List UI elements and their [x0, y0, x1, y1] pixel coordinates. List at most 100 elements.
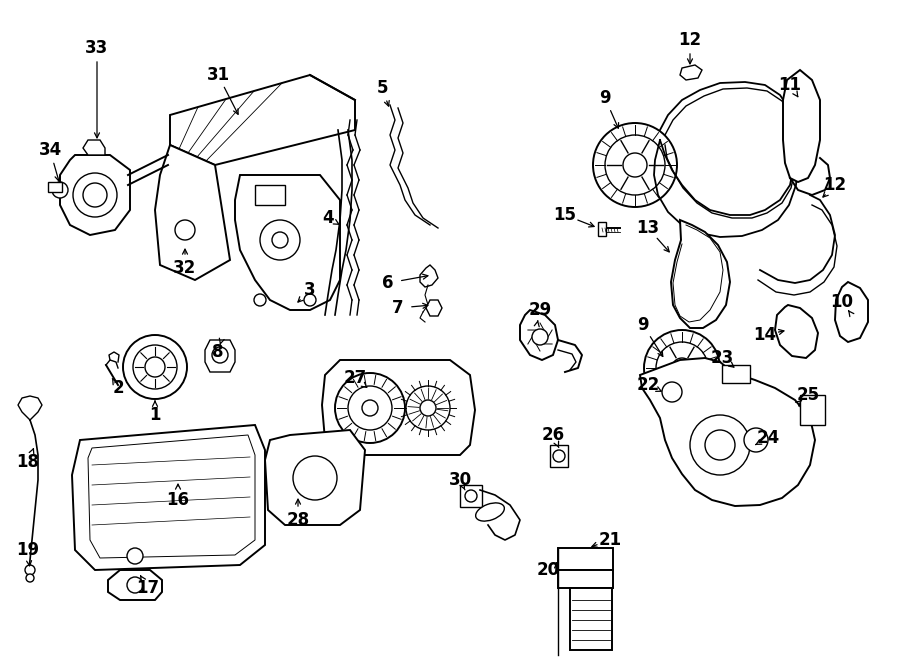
Text: 13: 13	[636, 219, 660, 237]
Circle shape	[212, 347, 228, 363]
Bar	[570, 588, 612, 650]
Polygon shape	[835, 282, 868, 342]
Polygon shape	[235, 175, 340, 310]
Text: 17: 17	[137, 579, 159, 597]
Circle shape	[260, 220, 300, 260]
Ellipse shape	[475, 503, 504, 521]
Text: 1: 1	[149, 406, 161, 424]
Circle shape	[26, 574, 34, 582]
Circle shape	[656, 342, 708, 394]
Bar	[558, 548, 613, 570]
Circle shape	[25, 565, 35, 575]
Text: 6: 6	[382, 274, 394, 292]
Text: 29: 29	[528, 301, 552, 319]
Text: 25: 25	[796, 386, 820, 404]
Bar	[255, 185, 285, 205]
Circle shape	[175, 220, 195, 240]
Polygon shape	[72, 425, 265, 570]
Polygon shape	[680, 65, 702, 80]
Bar	[550, 445, 568, 467]
Text: 21: 21	[598, 531, 622, 549]
Circle shape	[73, 173, 117, 217]
Polygon shape	[640, 358, 815, 506]
Circle shape	[705, 430, 735, 460]
Polygon shape	[420, 265, 438, 287]
Text: 8: 8	[212, 343, 224, 361]
Text: 18: 18	[16, 453, 40, 471]
Circle shape	[672, 358, 692, 378]
Circle shape	[335, 373, 405, 443]
Circle shape	[593, 123, 677, 207]
Circle shape	[272, 232, 288, 248]
Polygon shape	[671, 220, 730, 328]
Polygon shape	[520, 310, 558, 360]
Text: 22: 22	[636, 376, 660, 394]
Polygon shape	[775, 305, 818, 358]
Text: 4: 4	[322, 209, 334, 227]
Text: 15: 15	[554, 206, 577, 224]
Circle shape	[362, 400, 378, 416]
Text: 14: 14	[753, 326, 777, 344]
Circle shape	[127, 548, 143, 564]
Circle shape	[465, 490, 477, 502]
Polygon shape	[322, 360, 475, 455]
Text: 11: 11	[778, 76, 802, 94]
Circle shape	[133, 345, 177, 389]
Polygon shape	[170, 75, 355, 165]
Circle shape	[420, 400, 436, 416]
Bar	[800, 395, 825, 425]
Text: 20: 20	[536, 561, 560, 579]
Text: 12: 12	[679, 31, 702, 49]
Circle shape	[532, 329, 548, 345]
Circle shape	[348, 386, 392, 430]
Text: 9: 9	[637, 316, 649, 334]
Text: 12: 12	[824, 176, 847, 194]
Polygon shape	[205, 340, 235, 372]
Text: 30: 30	[448, 471, 472, 489]
Circle shape	[127, 577, 143, 593]
Circle shape	[304, 294, 316, 306]
Circle shape	[623, 153, 647, 177]
Text: 28: 28	[286, 511, 310, 529]
Text: 7: 7	[392, 299, 404, 317]
Polygon shape	[83, 140, 105, 155]
Bar	[722, 365, 750, 383]
Polygon shape	[60, 155, 130, 235]
Circle shape	[254, 294, 266, 306]
Polygon shape	[265, 430, 365, 525]
Polygon shape	[155, 145, 230, 280]
Circle shape	[293, 456, 337, 500]
Text: 33: 33	[86, 39, 109, 57]
Polygon shape	[783, 70, 820, 182]
Bar	[558, 570, 613, 588]
Text: 10: 10	[831, 293, 853, 311]
Circle shape	[83, 183, 107, 207]
Circle shape	[553, 450, 565, 462]
Bar	[48, 182, 62, 192]
Text: 19: 19	[16, 541, 40, 559]
Circle shape	[52, 182, 68, 198]
Text: 31: 31	[206, 66, 230, 84]
Circle shape	[145, 357, 165, 377]
Text: 24: 24	[756, 429, 779, 447]
Text: 5: 5	[376, 79, 388, 97]
Circle shape	[406, 386, 450, 430]
Text: 9: 9	[599, 89, 611, 107]
Circle shape	[123, 335, 187, 399]
Circle shape	[690, 415, 750, 475]
Circle shape	[644, 330, 720, 406]
Text: 32: 32	[174, 259, 196, 277]
Text: 34: 34	[39, 141, 61, 159]
Polygon shape	[108, 570, 162, 600]
Text: 23: 23	[710, 349, 734, 367]
Bar	[598, 222, 606, 236]
Text: 2: 2	[112, 379, 124, 397]
Circle shape	[744, 428, 768, 452]
Text: 16: 16	[166, 491, 190, 509]
Text: 3: 3	[304, 281, 316, 299]
Text: 27: 27	[344, 369, 366, 387]
Circle shape	[662, 382, 682, 402]
Polygon shape	[426, 300, 442, 316]
Circle shape	[605, 135, 665, 195]
Text: 26: 26	[542, 426, 564, 444]
